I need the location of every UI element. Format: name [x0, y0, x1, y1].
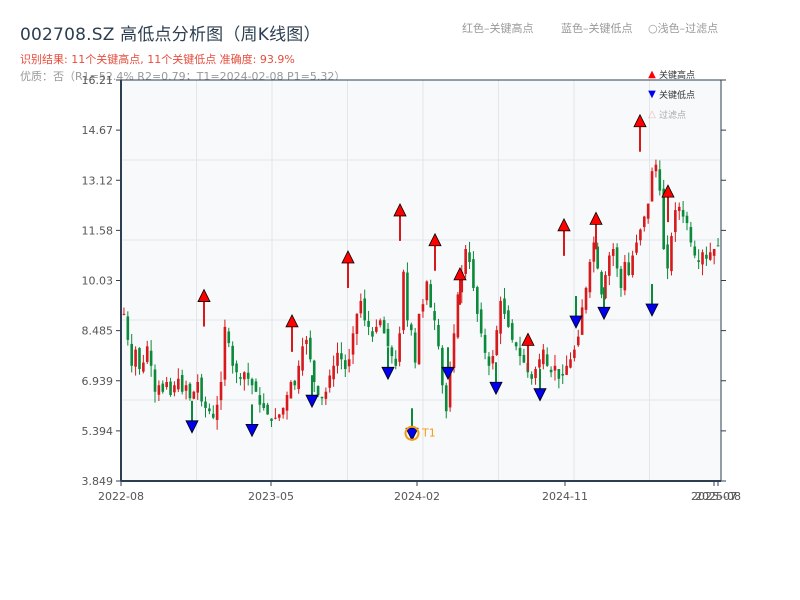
marker-legend: ▲ 关键高点 ▼ 关键低点 △ 过滤点	[645, 64, 695, 124]
plot-area	[121, 80, 721, 481]
svg-text:14.67: 14.67	[82, 124, 114, 137]
legend-filtered: △ 过滤点	[645, 104, 695, 124]
svg-text:2022-08: 2022-08	[98, 490, 144, 503]
svg-text:2023-05: 2023-05	[248, 490, 294, 503]
key-point-markers: T1	[185, 113, 675, 442]
result-summary: 识别结果: 11个关键高点, 11个关键低点 准确度: 93.9%	[20, 53, 295, 66]
blue-triangle-down-icon: ▼	[648, 88, 656, 100]
red-triangle-up-icon: ▲	[648, 68, 656, 80]
svg-text:16.21: 16.21	[82, 74, 114, 87]
legend-low-label: 关键低点	[659, 90, 696, 101]
svg-text:T1: T1	[421, 426, 436, 439]
legend-blue-text: 蓝色–关键低点	[561, 22, 633, 35]
legend-filtered-label: 过滤点	[659, 110, 687, 121]
svg-text:13.12: 13.12	[82, 174, 114, 187]
svg-text:10.03: 10.03	[82, 275, 114, 288]
light-triangle-up-icon: △	[648, 108, 656, 120]
legend-red-text: 红色–关键高点	[462, 22, 534, 35]
legend-light-text: ○浅色–过滤点	[648, 22, 719, 35]
legend-high: ▲ 关键高点	[645, 64, 695, 84]
svg-text:2024-02: 2024-02	[394, 490, 440, 503]
svg-text:2024-11: 2024-11	[542, 490, 588, 503]
chart-title: 002708.SZ 高低点分析图（周K线图）	[20, 25, 321, 45]
svg-text:5.394: 5.394	[82, 425, 114, 438]
svg-text:2025-08: 2025-08	[695, 490, 741, 503]
svg-text:3.849: 3.849	[82, 475, 114, 488]
legend-low: ▼ 关键低点	[645, 84, 695, 104]
svg-text:2025-07: 2025-07	[691, 490, 737, 503]
svg-text:11.58: 11.58	[82, 224, 114, 237]
candles	[122, 159, 720, 430]
axes: 16.21 14.67 13.12 11.58 10.03 8.485 6.939 5.394…	[82, 74, 741, 503]
svg-text:8.485: 8.485	[82, 325, 114, 338]
svg-text:6.939: 6.939	[82, 375, 114, 388]
legend-high-label: 关键高点	[659, 70, 696, 81]
